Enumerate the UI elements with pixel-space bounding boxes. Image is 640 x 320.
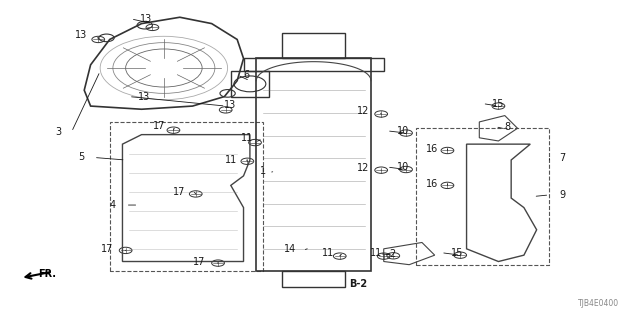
Text: 12: 12 bbox=[357, 106, 370, 116]
Text: 6: 6 bbox=[244, 70, 250, 80]
Text: 17: 17 bbox=[193, 257, 205, 267]
Text: 11: 11 bbox=[370, 248, 383, 258]
Text: 10: 10 bbox=[396, 126, 409, 136]
Text: 17: 17 bbox=[173, 187, 185, 197]
Text: 17: 17 bbox=[100, 244, 113, 254]
Text: 1: 1 bbox=[260, 166, 266, 176]
Text: 16: 16 bbox=[426, 144, 438, 154]
Text: 17: 17 bbox=[154, 121, 166, 131]
Text: 13: 13 bbox=[75, 30, 88, 40]
Text: TJB4E0400: TJB4E0400 bbox=[579, 299, 620, 308]
Text: 10: 10 bbox=[396, 162, 409, 172]
Text: 16: 16 bbox=[426, 179, 438, 189]
Text: 2: 2 bbox=[389, 249, 395, 259]
Text: 14: 14 bbox=[284, 244, 296, 254]
Text: 11: 11 bbox=[225, 155, 237, 165]
Text: 4: 4 bbox=[110, 200, 116, 210]
Text: 15: 15 bbox=[492, 99, 504, 108]
Text: FR.: FR. bbox=[38, 268, 56, 279]
Text: 15: 15 bbox=[451, 248, 463, 258]
Text: 9: 9 bbox=[559, 190, 565, 200]
Text: 12: 12 bbox=[357, 163, 370, 173]
Text: 13: 13 bbox=[138, 92, 150, 101]
Text: 3: 3 bbox=[56, 127, 62, 137]
Text: 11: 11 bbox=[241, 133, 253, 143]
Text: 13: 13 bbox=[140, 14, 152, 24]
Text: 7: 7 bbox=[559, 153, 565, 164]
Text: 11: 11 bbox=[322, 248, 334, 258]
Text: B-2: B-2 bbox=[349, 279, 367, 289]
Text: 8: 8 bbox=[505, 122, 511, 132]
Text: 5: 5 bbox=[78, 152, 84, 163]
Text: 13: 13 bbox=[225, 100, 237, 110]
